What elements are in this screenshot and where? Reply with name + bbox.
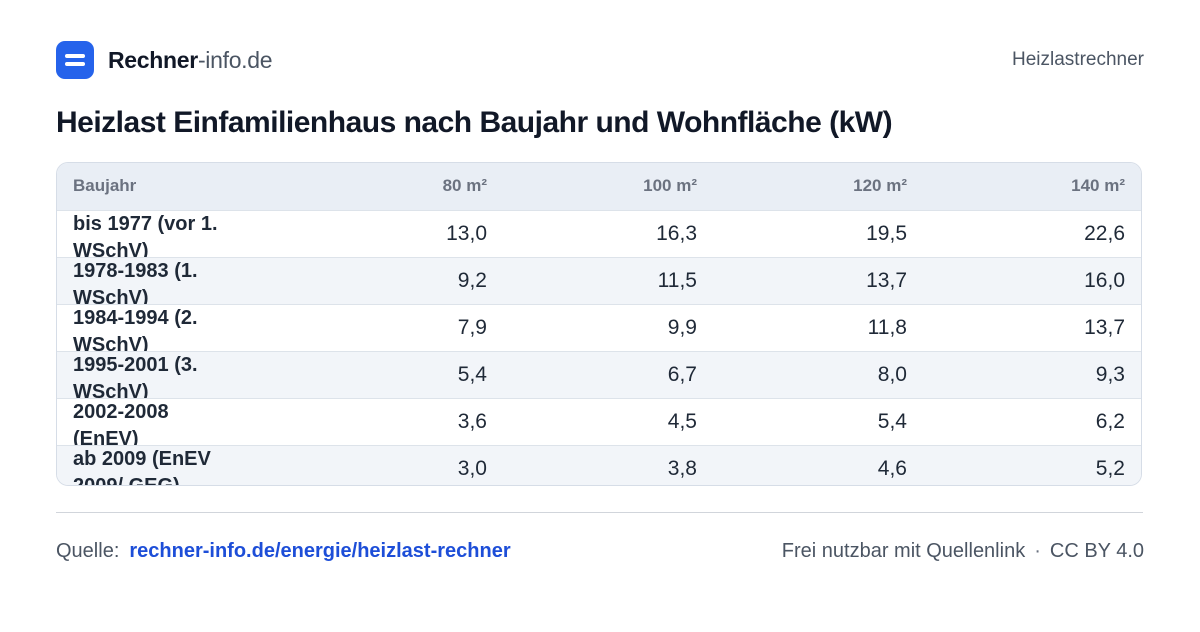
table-cell: 9,2 bbox=[457, 268, 487, 292]
table-cell: 4,5 bbox=[667, 409, 697, 433]
table-row: ab 2009 (EnEV 2009/ GEG) 3,0 3,8 4,6 5,2 bbox=[57, 445, 1141, 486]
column-header-140: 140 m² bbox=[1071, 176, 1125, 196]
table-row: 1995-2001 (3. WSchV) 5,4 6,7 8,0 9,3 bbox=[57, 351, 1141, 398]
table-cell: 6,7 bbox=[667, 362, 697, 386]
page-title: Heizlast Einfamilienhaus nach Baujahr un… bbox=[56, 106, 893, 139]
column-header-baujahr: Baujahr bbox=[73, 176, 137, 196]
table-row: 1984-1994 (2. WSchV) 7,9 9,9 11,8 13,7 bbox=[57, 304, 1141, 351]
table-row: 2002-2008 (EnEV) 3,6 4,5 5,4 6,2 bbox=[57, 398, 1141, 445]
row-label: 2002-2008 (EnEV) bbox=[73, 400, 169, 445]
brand-name-light: -info.de bbox=[197, 46, 273, 73]
table-cell: 4,6 bbox=[877, 456, 907, 480]
brand-name-strong: Rechner bbox=[108, 46, 198, 73]
table-cell: 11,8 bbox=[867, 315, 907, 339]
table-cell: 16,3 bbox=[656, 221, 697, 245]
column-header-100: 100 m² bbox=[643, 176, 697, 196]
license-info: Frei nutzbar mit Quellenlink · CC BY 4.0 bbox=[782, 540, 1144, 563]
table-cell: 3,6 bbox=[457, 409, 487, 433]
table-row: 1978-1983 (1. WSchV) 9,2 11,5 13,7 16,0 bbox=[57, 257, 1141, 304]
table-cell: 13,0 bbox=[446, 221, 487, 245]
table-cell: 19,5 bbox=[866, 221, 907, 245]
row-label: 1978-1983 (1. WSchV) bbox=[73, 259, 198, 304]
table-header-row: Baujahr 80 m² 100 m² 120 m² 140 m² bbox=[57, 163, 1141, 210]
table-cell: 9,9 bbox=[667, 315, 697, 339]
separator-dot: · bbox=[1034, 539, 1041, 562]
section-label: Heizlastrechner bbox=[1012, 49, 1144, 70]
brand[interactable]: Rechner-info.de bbox=[56, 41, 273, 79]
brand-name: Rechner-info.de bbox=[108, 46, 273, 74]
table-cell: 7,9 bbox=[457, 315, 487, 339]
footer: Quelle: rechner-info.de/energie/heizlast-… bbox=[56, 538, 1144, 564]
table-cell: 13,7 bbox=[1084, 315, 1125, 339]
table-cell: 6,2 bbox=[1095, 409, 1125, 433]
table-cell: 3,8 bbox=[667, 456, 697, 480]
license-note: Frei nutzbar mit Quellenlink bbox=[781, 539, 1026, 562]
footer-divider bbox=[56, 512, 1143, 513]
table-cell: 13,7 bbox=[866, 268, 907, 292]
row-label: bis 1977 (vor 1. WSchV) bbox=[73, 212, 218, 257]
row-label: 1995-2001 (3. WSchV) bbox=[73, 353, 198, 398]
table-cell: 5,4 bbox=[457, 362, 487, 386]
heizlast-table: Baujahr 80 m² 100 m² 120 m² 140 m² bis 1… bbox=[56, 162, 1142, 486]
column-header-80: 80 m² bbox=[442, 176, 487, 196]
table-cell: 16,0 bbox=[1084, 268, 1125, 292]
table-cell: 9,3 bbox=[1095, 362, 1125, 386]
row-label: 1984-1994 (2. WSchV) bbox=[73, 306, 198, 351]
table-cell: 3,0 bbox=[457, 456, 487, 480]
menu-bars-icon bbox=[56, 41, 94, 79]
source: Quelle: rechner-info.de/energie/heizlast-… bbox=[56, 540, 511, 563]
table-row: bis 1977 (vor 1. WSchV) 13,0 16,3 19,5 2… bbox=[57, 210, 1141, 257]
table-cell: 22,6 bbox=[1084, 221, 1125, 245]
table-cell: 11,5 bbox=[657, 268, 697, 292]
row-label: ab 2009 (EnEV 2009/ GEG) bbox=[73, 447, 211, 486]
table-cell: 8,0 bbox=[877, 362, 907, 386]
site-header: Rechner-info.de Heizlastrechner bbox=[56, 40, 1144, 80]
table-cell: 5,4 bbox=[877, 409, 907, 433]
column-header-120: 120 m² bbox=[853, 176, 907, 196]
license-label: CC BY 4.0 bbox=[1049, 539, 1144, 562]
table-cell: 5,2 bbox=[1095, 456, 1125, 480]
source-label: Quelle: bbox=[56, 539, 120, 562]
source-link[interactable]: rechner-info.de/energie/heizlast-rechner bbox=[129, 539, 511, 562]
